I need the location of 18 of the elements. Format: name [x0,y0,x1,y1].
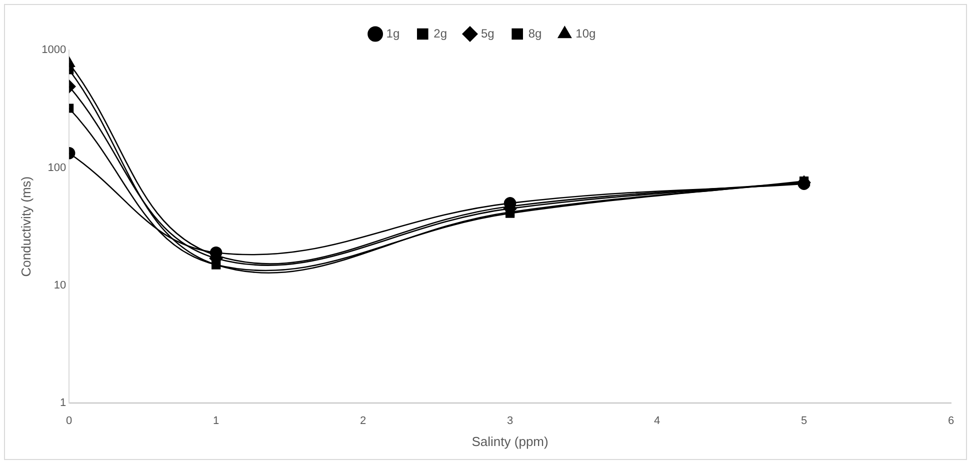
x-tick-label: 0 [66,414,72,427]
legend-label: 8g [528,26,542,40]
y-tick-label: 10 [54,280,66,292]
x-tick-label: 3 [506,414,514,427]
x-tick-label: 4 [654,414,660,427]
legend-label: 10g [576,26,596,40]
legend-label: 1g [386,26,400,40]
y-tick-label: 1 [60,397,66,410]
y-tick-label: 1000 [42,44,66,56]
x-tick-label: 6 [948,414,954,427]
legend-label: 5g [480,26,494,40]
y-axis-title: Conductivity (ms) [18,176,34,277]
x-axis-title: Salinty (ppm) [472,434,548,449]
x-tick-label: 5 [800,414,808,427]
legend-label: 2g [434,26,447,40]
x-tick-label: 1 [212,414,220,427]
y-tick-label: 100 [48,162,66,174]
x-tick-label: 2 [360,414,366,427]
